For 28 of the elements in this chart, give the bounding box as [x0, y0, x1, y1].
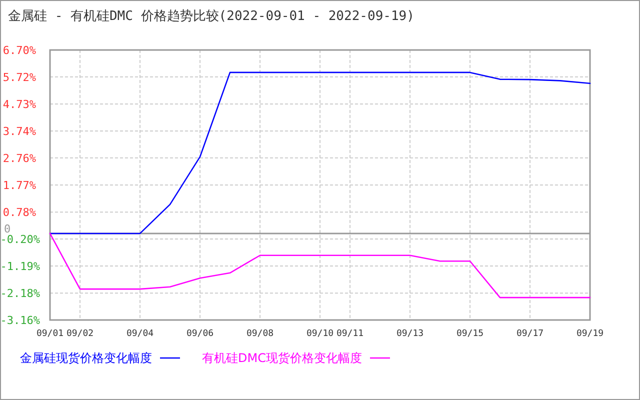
y-tick-label: 0 [4, 222, 11, 236]
y-tick-label: -3.16% [0, 314, 40, 327]
x-tick-label: 09/15 [456, 329, 484, 339]
y-tick-label: -1.19% [0, 260, 40, 274]
x-tick-label: 09/08 [246, 329, 274, 339]
x-tick-label: 09/01 [36, 329, 64, 339]
x-tick-label: 09/11 [336, 329, 364, 339]
y-tick-label: 6.70% [2, 44, 36, 57]
line-series [49, 72, 591, 234]
y-tick-label: 3.74% [2, 125, 36, 138]
y-tick-label: -2.18% [0, 287, 40, 300]
x-tick-label: 09/13 [396, 329, 424, 339]
x-tick-label: 09/17 [516, 329, 544, 339]
legend-label: 金属硅现货价格变化幅度 [20, 351, 152, 365]
x-tick-label: 09/10 [306, 329, 334, 339]
x-tick-label: 09/19 [576, 329, 604, 339]
y-tick-label: -0.20% [0, 232, 40, 246]
y-tick-label: 5.72% [2, 70, 36, 84]
y-tick-label: 1.77% [2, 179, 36, 192]
x-tick-label: 09/02 [66, 329, 94, 339]
y-tick-label: 2.76% [2, 152, 36, 165]
y-tick-label: 4.73% [2, 98, 36, 111]
legend-label: 有机硅DMC现货价格变化幅度 [202, 351, 362, 365]
line-series [49, 232, 591, 298]
x-tick-label: 09/04 [126, 329, 154, 339]
y-tick-label: 0.78% [2, 206, 36, 220]
chart-title: 金属硅 - 有机硅DMC 价格趋势比较(2022-09-01 - 2022-09-19) [8, 9, 414, 24]
x-tick-label: 09/06 [186, 329, 214, 339]
